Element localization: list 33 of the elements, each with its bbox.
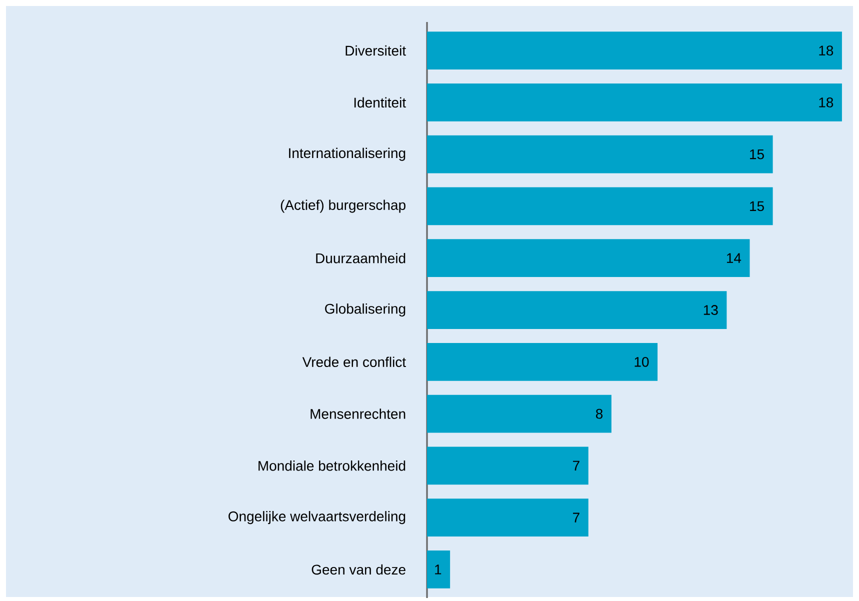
bar <box>427 239 750 278</box>
y-tick-label: Vrede en conflict <box>302 356 406 368</box>
bar <box>427 135 773 174</box>
data-label: 15 <box>750 149 764 160</box>
data-label: 10 <box>634 356 649 367</box>
y-tick-label: Mondiale betrokkenheid <box>258 460 406 471</box>
bar <box>427 394 612 433</box>
y-tick-label: Globalisering <box>325 303 406 317</box>
y-tick-label: Diversiteit <box>346 45 406 56</box>
bar <box>427 550 450 588</box>
y-tick-label: Ongelijke welvaartsverdeling <box>228 511 406 524</box>
data-label: 18 <box>819 97 834 108</box>
y-tick-label: (Actief) burgerschap <box>280 200 406 213</box>
y-tick-label: Internationalisering <box>289 148 406 161</box>
y-tick-label: Geen van deze <box>312 564 406 575</box>
y-tick-label: Identiteit <box>354 97 406 108</box>
bar <box>427 498 588 537</box>
bar <box>427 291 727 329</box>
y-tick-label: Duurzaamheid <box>316 252 406 264</box>
y-tick-label: Mensenrechten <box>310 408 406 419</box>
data-label: 1 <box>435 564 442 574</box>
bar <box>427 84 842 122</box>
data-label: 14 <box>726 253 742 263</box>
data-label: 18 <box>819 46 834 56</box>
data-label: 15 <box>750 201 764 212</box>
bar <box>427 342 658 381</box>
data-label: 7 <box>573 512 580 522</box>
bar <box>427 187 773 226</box>
data-label: 13 <box>704 305 718 315</box>
data-label: 7 <box>573 460 580 470</box>
bar <box>427 446 588 485</box>
data-label: 8 <box>596 408 603 419</box>
bar <box>427 32 842 70</box>
